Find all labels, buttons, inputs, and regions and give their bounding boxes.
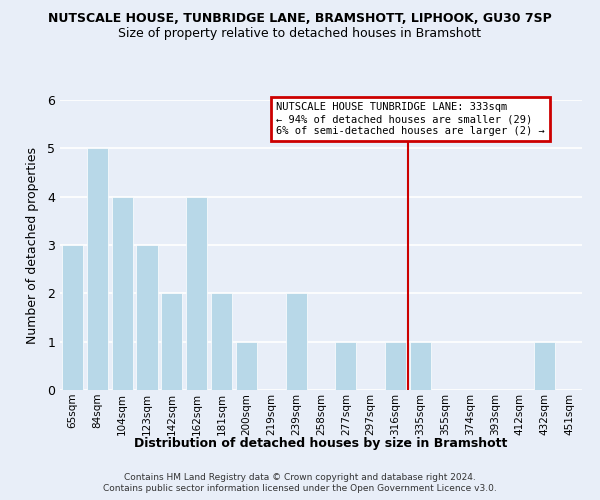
Text: Contains public sector information licensed under the Open Government Licence v3: Contains public sector information licen… — [103, 484, 497, 493]
Bar — [87, 148, 108, 390]
Text: Size of property relative to detached houses in Bramshott: Size of property relative to detached ho… — [119, 28, 482, 40]
Bar — [186, 196, 207, 390]
Bar — [211, 294, 232, 390]
Text: Distribution of detached houses by size in Bramshott: Distribution of detached houses by size … — [134, 438, 508, 450]
Text: NUTSCALE HOUSE, TUNBRIDGE LANE, BRAMSHOTT, LIPHOOK, GU30 7SP: NUTSCALE HOUSE, TUNBRIDGE LANE, BRAMSHOT… — [48, 12, 552, 26]
Bar — [534, 342, 555, 390]
Bar — [62, 245, 83, 390]
Bar — [236, 342, 257, 390]
Bar — [335, 342, 356, 390]
Text: NUTSCALE HOUSE TUNBRIDGE LANE: 333sqm
← 94% of detached houses are smaller (29)
: NUTSCALE HOUSE TUNBRIDGE LANE: 333sqm ← … — [276, 102, 545, 136]
Text: Contains HM Land Registry data © Crown copyright and database right 2024.: Contains HM Land Registry data © Crown c… — [124, 472, 476, 482]
Bar — [410, 342, 431, 390]
Y-axis label: Number of detached properties: Number of detached properties — [26, 146, 39, 344]
Bar — [136, 245, 158, 390]
Bar — [385, 342, 406, 390]
Bar — [286, 294, 307, 390]
Bar — [112, 196, 133, 390]
Bar — [161, 294, 182, 390]
